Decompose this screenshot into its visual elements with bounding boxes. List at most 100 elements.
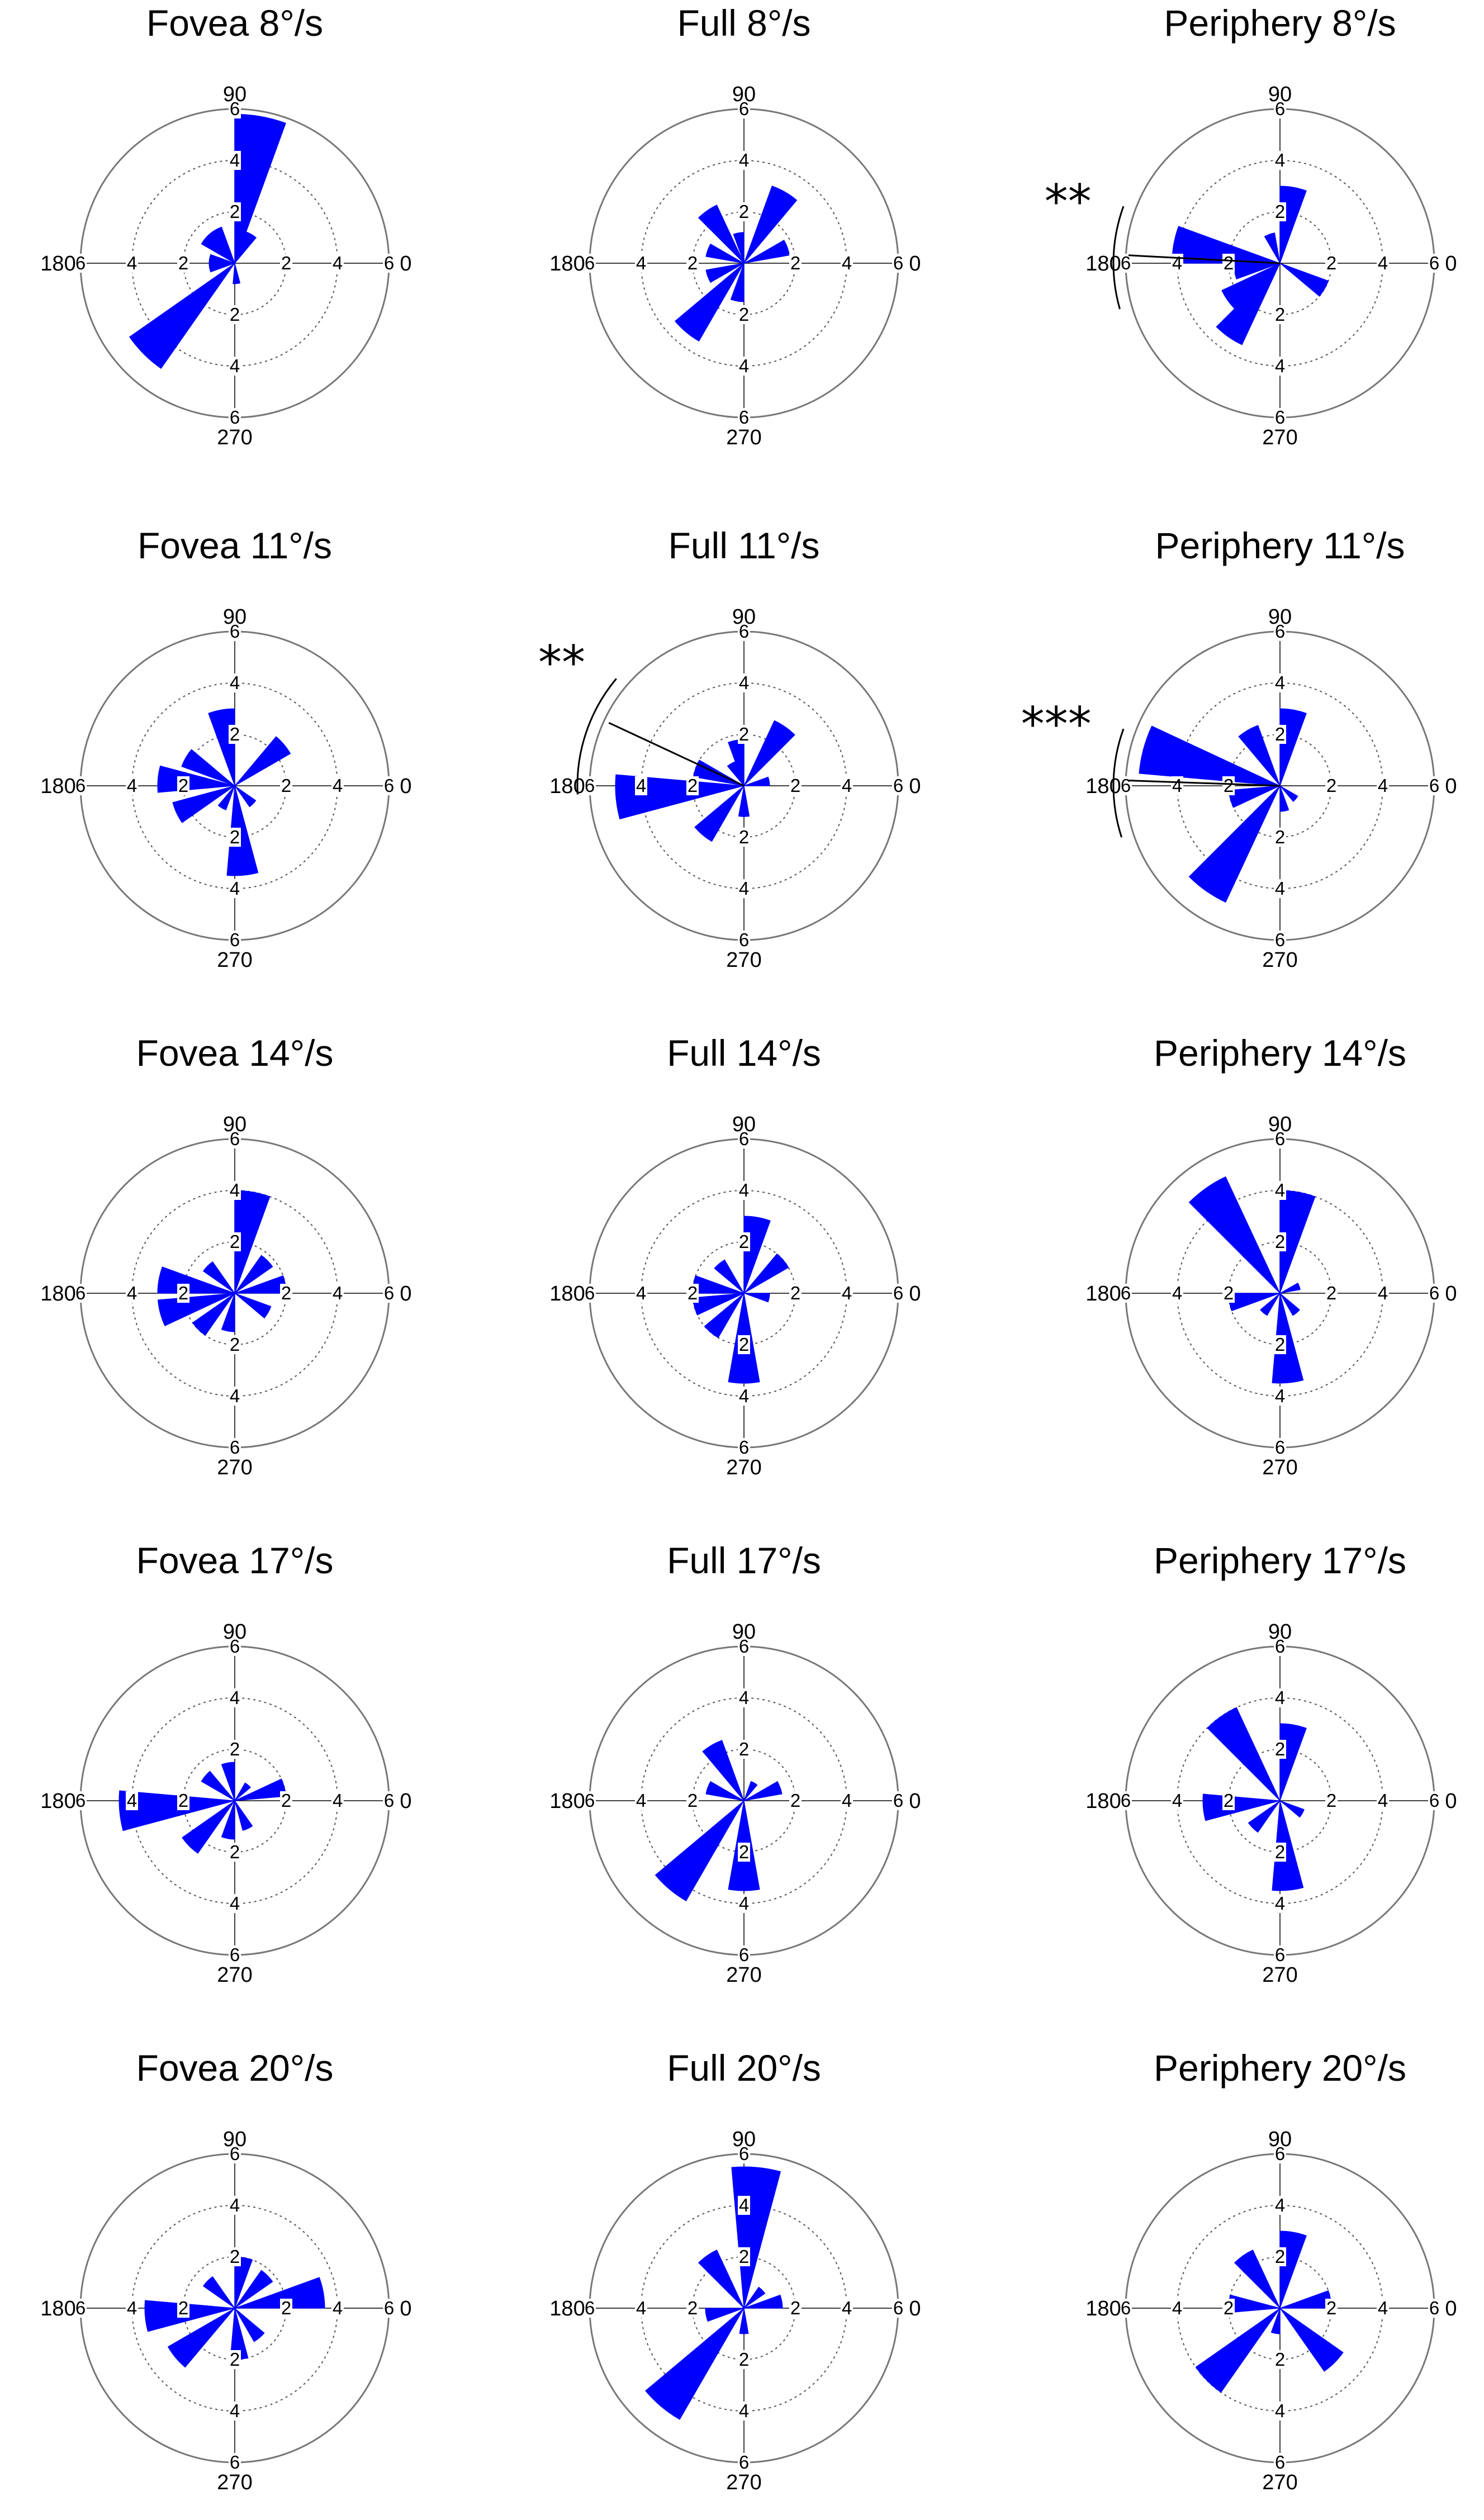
ring-tick-label: 4 bbox=[739, 2195, 749, 2215]
ring-tick-label: 4 bbox=[127, 2298, 137, 2318]
tick-label-bg bbox=[1377, 776, 1389, 795]
ring-tick-label: 6 bbox=[739, 2143, 749, 2164]
chart-title: Periphery 8°/s bbox=[1164, 2, 1396, 44]
confidence-arc bbox=[1112, 728, 1125, 838]
histogram-bar bbox=[698, 205, 745, 264]
ring-tick-label: 2 bbox=[178, 775, 188, 796]
tick-label-bg bbox=[126, 2299, 138, 2318]
tick-label-bg bbox=[280, 254, 292, 273]
histogram-bar bbox=[201, 233, 235, 264]
chart-title: Periphery 11°/s bbox=[1155, 525, 1405, 566]
angle-label-right: 0 bbox=[400, 2297, 411, 2320]
histogram-bar bbox=[234, 2270, 273, 2309]
histogram-bar bbox=[157, 1293, 235, 1326]
tick-label-bg bbox=[1120, 1791, 1132, 1810]
histogram-bar bbox=[202, 2276, 235, 2309]
ring-tick-label: 6 bbox=[384, 2298, 394, 2318]
ring-tick-label: 6 bbox=[739, 98, 749, 119]
mean-vector bbox=[1128, 254, 1281, 264]
tick-label-bg bbox=[177, 1284, 189, 1303]
ring-tick-label: 6 bbox=[384, 1790, 394, 1811]
histogram-bar bbox=[655, 1800, 745, 1901]
ring-tick-label: 6 bbox=[1275, 621, 1285, 642]
ring-tick-label: 2 bbox=[1326, 253, 1336, 273]
tick-label-bg bbox=[1274, 2247, 1286, 2266]
ring-tick-label: 2 bbox=[688, 253, 698, 273]
tick-label-bg bbox=[789, 1791, 802, 1810]
tick-label-bg bbox=[229, 725, 241, 744]
ring-tick-label: 6 bbox=[893, 1790, 903, 1811]
histogram-bar bbox=[129, 263, 235, 369]
angle-label-left: 180 bbox=[40, 1790, 75, 1813]
tick-label-bg bbox=[1222, 776, 1235, 795]
ring-tick-label: 4 bbox=[636, 1790, 646, 1811]
tick-label-bg bbox=[1274, 408, 1286, 427]
histogram-bar bbox=[1279, 2230, 1307, 2309]
ring-tick-label: 2 bbox=[739, 304, 749, 325]
histogram-bar bbox=[1234, 2250, 1281, 2309]
ring-tick-label: 4 bbox=[230, 150, 240, 170]
tick-label-bg bbox=[1274, 1637, 1286, 1656]
tick-label-bg bbox=[1274, 1335, 1286, 1354]
ring-tick-label: 4 bbox=[127, 253, 137, 273]
angle-label-bottom: 270 bbox=[217, 1456, 252, 1479]
angle-label-top: 90 bbox=[732, 1113, 756, 1136]
tick-label-bg bbox=[126, 1284, 138, 1303]
angle-label-top: 90 bbox=[732, 605, 756, 629]
histogram-bar bbox=[743, 1781, 783, 1801]
histogram-bar bbox=[182, 1800, 235, 1854]
ring-tick-label: 4 bbox=[1378, 1283, 1388, 1303]
histogram-bar bbox=[208, 254, 235, 264]
tick-label-bg bbox=[738, 1945, 750, 1964]
tick-label-bg bbox=[584, 254, 596, 273]
tick-label-bg bbox=[1274, 1843, 1286, 1862]
ring-tick-label: 2 bbox=[230, 1739, 240, 1759]
chart-title: Fovea 17°/s bbox=[136, 1540, 334, 1581]
ring-tick-label: 2 bbox=[281, 1283, 291, 1303]
histogram-bar bbox=[743, 1781, 758, 1801]
ring-tick-label: 6 bbox=[1275, 1437, 1285, 1458]
tick-label-bg bbox=[229, 2247, 241, 2266]
histogram-bar bbox=[234, 2308, 265, 2342]
angle-label-left: 180 bbox=[1085, 775, 1121, 798]
ring-tick-label: 2 bbox=[739, 201, 749, 222]
ring-tick-label: 2 bbox=[1326, 775, 1336, 796]
ring-tick-label: 4 bbox=[230, 2195, 240, 2215]
ring-tick-label: 6 bbox=[384, 253, 394, 273]
tick-label-bg bbox=[1274, 99, 1286, 118]
ring-tick-label: 6 bbox=[75, 1790, 86, 1811]
ring-tick-label: 2 bbox=[1275, 2349, 1285, 2370]
tick-label-bg bbox=[738, 622, 750, 641]
ring-tick-label: 4 bbox=[1275, 1893, 1285, 1914]
ring-tick-label: 6 bbox=[1275, 2143, 1285, 2164]
ring-tick-label: 4 bbox=[842, 775, 852, 796]
tick-label-bg bbox=[584, 776, 596, 795]
ring-tick-label: 2 bbox=[1275, 827, 1285, 847]
ring-tick-label: 6 bbox=[739, 2452, 749, 2472]
angle-label-right: 0 bbox=[400, 252, 411, 276]
tick-label-bg bbox=[229, 305, 241, 324]
ring-tick-label: 4 bbox=[230, 1893, 240, 1914]
ring-tick-label: 2 bbox=[688, 1283, 698, 1303]
tick-label-bg bbox=[738, 2453, 750, 2472]
ring-tick-label: 4 bbox=[739, 672, 749, 693]
ring-tick-label: 2 bbox=[1275, 2246, 1285, 2267]
tick-label-bg bbox=[229, 1387, 241, 1406]
tick-label-bg bbox=[789, 2299, 802, 2318]
ring-tick-label: 6 bbox=[893, 1283, 903, 1303]
tick-label-bg bbox=[738, 1232, 750, 1251]
ring-tick-label: 6 bbox=[739, 929, 749, 950]
ring-tick-label: 2 bbox=[790, 1790, 800, 1811]
ring-tick-label: 2 bbox=[1275, 1739, 1285, 1759]
histogram-bar bbox=[234, 1293, 272, 1319]
ring-tick-label: 4 bbox=[739, 1180, 749, 1200]
tick-label-bg bbox=[1274, 1130, 1286, 1149]
chart-title: Fovea 14°/s bbox=[136, 1032, 334, 1074]
tick-label-bg bbox=[280, 776, 292, 795]
histogram-bar bbox=[1216, 263, 1281, 345]
angle-label-bottom: 270 bbox=[726, 2471, 761, 2494]
ring-tick-label: 6 bbox=[384, 1283, 394, 1303]
